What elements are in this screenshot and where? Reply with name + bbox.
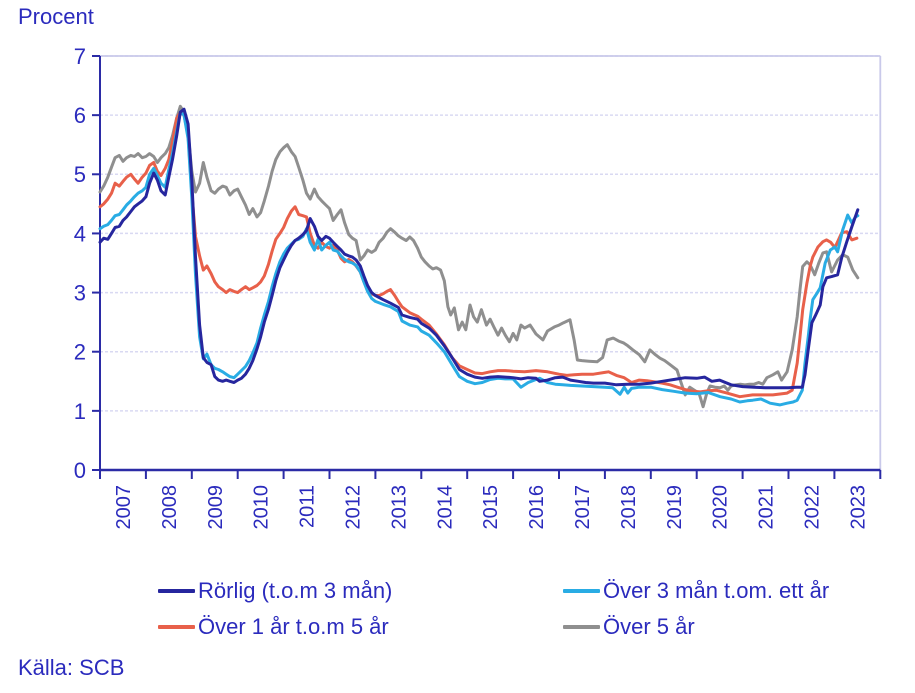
legend-item-rorlig: Rörlig (t.o.m 3 mån) <box>158 577 563 604</box>
series-line-3 <box>98 104 860 409</box>
legend-line-swatch <box>563 588 600 593</box>
x-tick-label: 2008 <box>159 485 181 530</box>
series-line-0 <box>98 107 860 390</box>
legend-item-over-1ar: Över 1 år t.o.m 5 år <box>158 613 563 640</box>
chart-title: Procent <box>18 4 94 29</box>
x-tick-label: 2022 <box>801 485 823 530</box>
legend-line-swatch <box>563 624 600 629</box>
x-tick-label: 2016 <box>526 485 548 530</box>
chart-legend: Rörlig (t.o.m 3 mån) Över 3 mån t.om. et… <box>158 577 829 640</box>
x-tick-label: 2009 <box>205 485 227 530</box>
series-line-2 <box>98 110 859 399</box>
x-tick-label: 2012 <box>342 485 364 530</box>
legend-line-swatch <box>158 624 195 629</box>
legend-label: Över 5 år <box>603 613 695 639</box>
x-tick-label: 2018 <box>618 485 640 530</box>
legend-item-over-3man: Över 3 mån t.om. ett år <box>563 577 829 604</box>
y-tick-label: 4 <box>74 221 86 246</box>
y-tick-label: 1 <box>74 399 86 424</box>
legend-label: Över 1 år t.o.m 5 år <box>198 613 389 639</box>
legend-label: Över 3 mån t.om. ett år <box>603 577 830 603</box>
x-tick-label: 2021 <box>756 485 778 530</box>
legend-item-over-5ar: Över 5 år <box>563 613 829 640</box>
y-tick-label: 7 <box>74 44 86 69</box>
x-tick-label: 2023 <box>847 485 869 530</box>
legend-line-swatch <box>158 588 195 593</box>
line-chart-plot: 0 1 2 3 4 5 6 7 2007 2008 2009 2010 2011 2012 2013 2014… <box>74 44 882 530</box>
source-note: Källa: SCB <box>18 655 125 680</box>
y-tick-label: 2 <box>74 340 86 365</box>
y-tick-label: 0 <box>74 458 86 483</box>
x-tick-label: 2020 <box>710 485 732 530</box>
x-tick-label: 2014 <box>434 485 456 530</box>
y-tick-label: 3 <box>74 280 86 305</box>
y-tick-label: 6 <box>74 103 86 128</box>
y-tick-label: 5 <box>74 162 86 187</box>
x-tick-label: 2013 <box>388 485 410 530</box>
x-tick-label: 2007 <box>113 485 135 530</box>
x-tick-label: 2015 <box>480 485 502 530</box>
x-tick-label: 2019 <box>664 485 686 530</box>
x-tick-label: 2011 <box>297 485 319 528</box>
x-tick-label: 2017 <box>572 485 594 530</box>
legend-label: Rörlig (t.o.m 3 mån) <box>198 577 393 603</box>
x-tick-label: 2010 <box>251 485 273 530</box>
series-line-1 <box>98 110 860 407</box>
